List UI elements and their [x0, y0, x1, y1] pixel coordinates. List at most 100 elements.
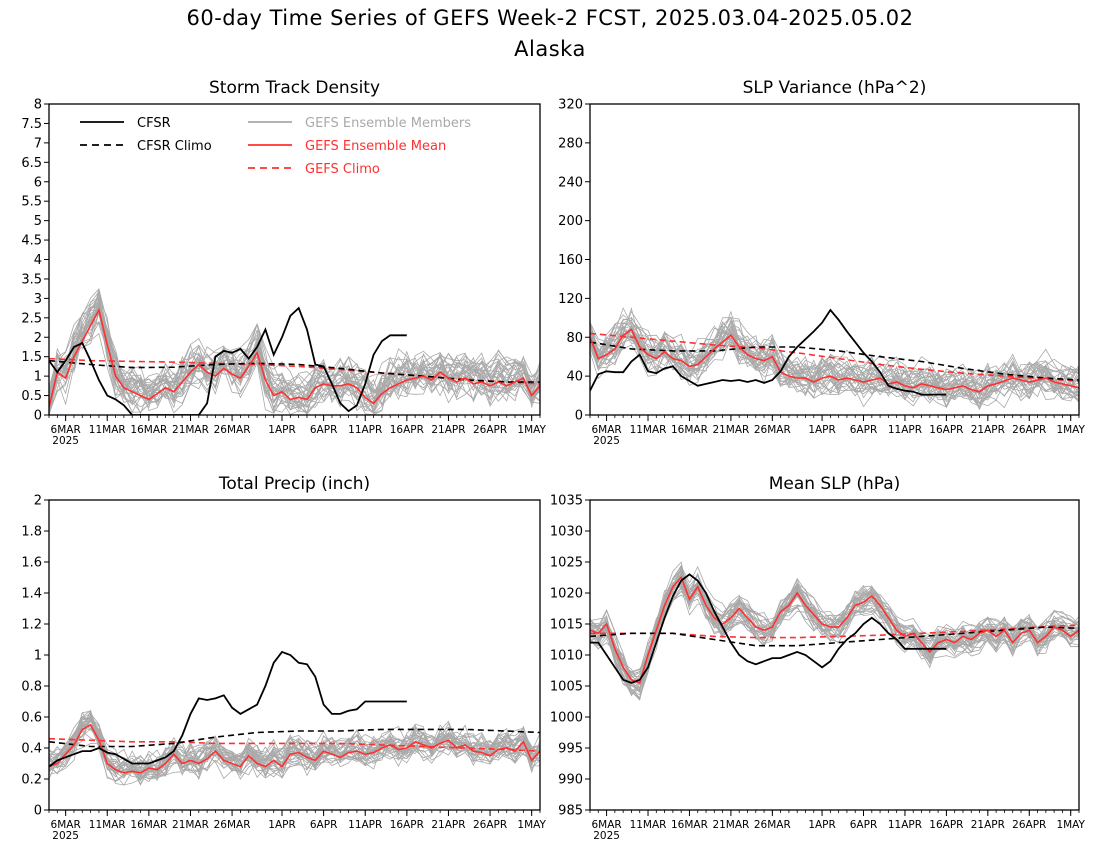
- y-tick-label: 1005: [550, 680, 583, 695]
- x-year-label: 2025: [52, 435, 79, 447]
- x-tick-label: 1APR: [268, 819, 296, 831]
- ensemble-members: [49, 288, 540, 415]
- series-gefs-climo: [590, 332, 1079, 382]
- y-tick-label: 1.8: [21, 525, 42, 540]
- x-tick-label: 16APR: [390, 819, 424, 831]
- series-gefs-ensemble-mean: [590, 328, 1079, 393]
- y-tick-label: 1010: [550, 649, 583, 664]
- y-tick-label: 1015: [550, 618, 583, 633]
- x-tick-label: 26MAR: [214, 819, 251, 831]
- ensemble-member-line: [49, 714, 540, 782]
- series-cfsr-climo: [590, 626, 1079, 647]
- y-tick-label: 0.8: [21, 680, 42, 695]
- series-cfsr: [590, 308, 947, 396]
- x-tick-label: 21MAR: [712, 819, 749, 831]
- legend-label: CFSR: [137, 116, 171, 131]
- x-tick-label: 26APR: [1012, 819, 1046, 831]
- panel-title: Mean SLP (hPa): [769, 474, 901, 494]
- ensemble-member-line: [590, 577, 1079, 683]
- y-tick-label: 0: [34, 409, 42, 424]
- ensemble-member-line: [49, 312, 540, 403]
- ensemble-member-line: [590, 317, 1079, 404]
- x-tick-label: 11MAR: [89, 424, 126, 436]
- y-tick-label: 1.6: [21, 556, 42, 571]
- x-tick-label: 16MAR: [130, 424, 167, 436]
- y-tick-label: 985: [558, 804, 583, 819]
- panel-2: SLP Variance (hPa^2) 0 40 80 120 160 200 240 280…: [558, 78, 1085, 447]
- x-tick-label: 6APR: [310, 424, 338, 436]
- y-tick-label: 0.2: [21, 773, 42, 788]
- ensemble-member-line: [590, 318, 1079, 404]
- legend-label: GEFS Ensemble Mean: [305, 139, 446, 154]
- y-tick-label: 4: [34, 253, 42, 268]
- legend-label: CFSR Climo: [137, 139, 212, 154]
- x-tick-label: 1MAY: [1056, 424, 1085, 436]
- x-tick-label: 21MAR: [712, 424, 749, 436]
- y-tick-label: 1.4: [21, 587, 42, 602]
- figure-subtitle: Alaska: [514, 37, 586, 61]
- y-tick-label: 7.5: [21, 117, 42, 132]
- y-tick-label: 0.4: [21, 742, 42, 757]
- figure-title: 60-day Time Series of GEFS Week-2 FCST, …: [186, 6, 914, 30]
- x-tick-label: 6MAR: [51, 819, 81, 831]
- y-tick-label: 1035: [550, 494, 583, 509]
- x-tick-label: 1APR: [808, 424, 836, 436]
- x-tick-label: 1APR: [268, 424, 296, 436]
- x-tick-label: 6MAR: [591, 424, 621, 436]
- x-tick-label: 11MAR: [89, 819, 126, 831]
- x-tick-label: 21APR: [431, 424, 465, 436]
- y-tick-label: 120: [558, 292, 583, 307]
- ensemble-member-line: [49, 288, 540, 408]
- x-tick-label: 11MAR: [630, 819, 667, 831]
- panel-4: Mean SLP (hPa) 985 990 995 1000 1005 1010 1015 1…: [550, 474, 1086, 842]
- series-cfsr-climo: [590, 341, 1079, 381]
- y-tick-label: 240: [558, 175, 583, 190]
- y-tick-label: 4.5: [21, 234, 42, 249]
- ensemble-member-line: [590, 565, 1079, 687]
- x-tick-label: 11APR: [888, 819, 922, 831]
- y-tick-label: 0.6: [21, 711, 42, 726]
- x-year-label: 2025: [52, 830, 79, 842]
- legend: CFSR CFSR Climo GEFS Ensemble Members GEFS …: [80, 116, 471, 177]
- x-tick-label: 11MAR: [630, 424, 667, 436]
- ensemble-member-line: [49, 300, 540, 415]
- x-tick-label: 6APR: [850, 819, 878, 831]
- x-tick-label: 1MAY: [517, 424, 546, 436]
- y-tick-label: 1020: [550, 587, 583, 602]
- x-tick-label: 26MAR: [754, 424, 791, 436]
- ensemble-member-line: [590, 317, 1079, 408]
- x-tick-label: 21MAR: [172, 424, 209, 436]
- y-tick-label: 1030: [550, 525, 583, 540]
- panel-title: SLP Variance (hPa^2): [743, 78, 927, 98]
- series-cfsr: [49, 650, 407, 768]
- y-tick-label: 5: [34, 214, 42, 229]
- y-tick-label: 0.5: [21, 389, 42, 404]
- ensemble-member-line: [590, 307, 1079, 401]
- x-tick-label: 6APR: [850, 424, 878, 436]
- y-tick-label: 0: [34, 804, 42, 819]
- y-tick-label: 160: [558, 253, 583, 268]
- x-tick-label: 1MAY: [517, 819, 546, 831]
- ensemble-member-line: [49, 717, 540, 786]
- x-tick-label: 26APR: [473, 424, 507, 436]
- x-tick-label: 11APR: [888, 424, 922, 436]
- x-tick-label: 6APR: [310, 819, 338, 831]
- ensemble-member-line: [49, 717, 540, 786]
- y-tick-label: 2.5: [21, 311, 42, 326]
- ensemble-member-line: [49, 316, 540, 413]
- x-tick-label: 21APR: [971, 819, 1005, 831]
- x-tick-label: 6MAR: [51, 424, 81, 436]
- panel-title: Total Precip (inch): [218, 474, 370, 494]
- series-gefs-ensemble-mean: [590, 575, 1079, 684]
- ensemble-member-line: [590, 322, 1079, 401]
- series-gefs-ensemble-mean: [49, 723, 540, 774]
- ensemble-member-line: [49, 306, 540, 413]
- y-tick-label: 200: [558, 214, 583, 229]
- x-tick-label: 16APR: [929, 819, 963, 831]
- y-tick-label: 1.2: [21, 618, 42, 633]
- x-tick-label: 26MAR: [214, 424, 251, 436]
- ensemble-member-line: [590, 561, 1079, 693]
- ensemble-member-line: [49, 313, 540, 414]
- x-tick-label: 16MAR: [671, 819, 708, 831]
